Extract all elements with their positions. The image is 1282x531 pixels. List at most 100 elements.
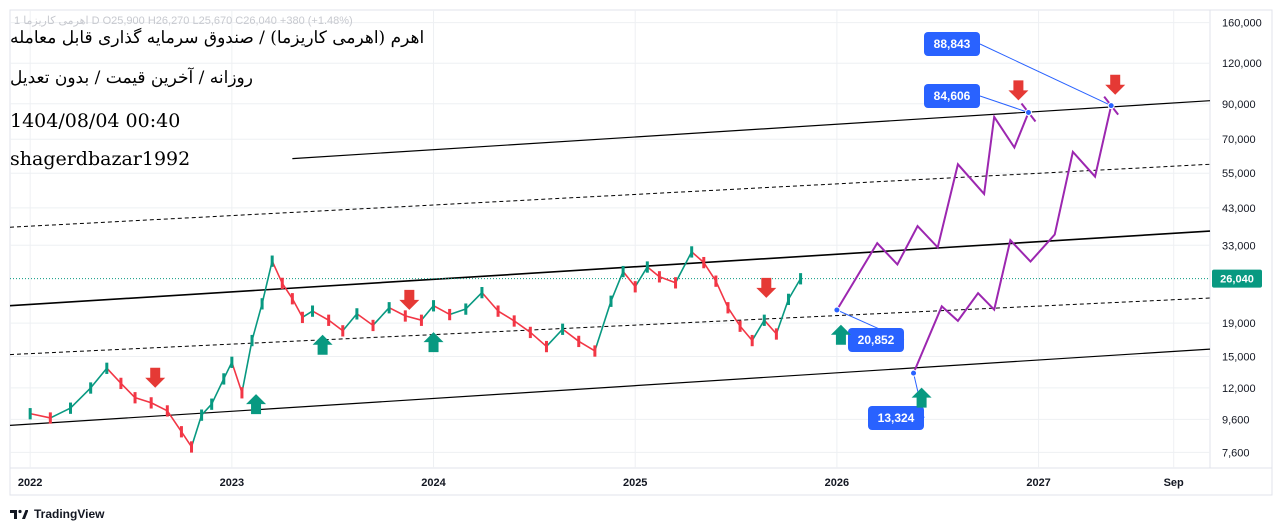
price-segment <box>449 308 467 316</box>
y-tick-label: 90,000 <box>1222 99 1256 111</box>
price-segment <box>210 378 225 405</box>
price-candle <box>464 303 468 315</box>
price-candle <box>657 271 661 283</box>
y-tick-label: 43,000 <box>1222 203 1256 215</box>
price-candle <box>230 356 234 368</box>
price-segment <box>481 292 499 312</box>
price-candle <box>726 302 730 314</box>
projection-path-2 <box>912 105 1113 374</box>
channel-line-5 <box>292 100 1211 160</box>
price-segment <box>302 310 313 318</box>
author-label-text: shagerdbazar1992 <box>10 148 191 170</box>
x-tick-label: 2027 <box>1026 477 1050 489</box>
price-candle <box>593 345 597 357</box>
y-tick-label: 160,000 <box>1222 18 1262 30</box>
price-candle <box>403 310 407 322</box>
price-segment <box>691 251 705 264</box>
price-segment <box>150 402 168 412</box>
price-candle <box>190 441 194 453</box>
price-candle <box>738 320 742 332</box>
price-segment <box>388 306 406 317</box>
price-segment <box>703 262 717 282</box>
price-segment <box>775 298 790 335</box>
annotation-point <box>1107 102 1115 110</box>
price-segment <box>578 340 596 352</box>
price-candle <box>621 265 625 278</box>
chart-subtitle-text: روزانه / آخرین قیمت / بدون تعدیل <box>10 68 253 88</box>
annotation-box <box>848 328 904 352</box>
up-arrow-icon <box>246 394 267 415</box>
price-candle <box>240 387 244 399</box>
price-segment <box>90 367 108 389</box>
up-arrow-icon <box>423 332 444 353</box>
price-candle <box>280 277 284 290</box>
annotation-text: 84,606 <box>934 89 971 103</box>
x-tick-label: 2024 <box>421 477 446 489</box>
price-segment <box>69 387 92 409</box>
price-segment <box>610 271 624 302</box>
price-segment <box>420 305 435 321</box>
down-arrow-icon <box>399 289 420 310</box>
price-segment <box>622 270 636 288</box>
annotation-label: 88,843 <box>924 32 980 56</box>
price-candle <box>165 405 169 417</box>
price-candle <box>260 298 264 310</box>
price-segment <box>356 313 374 326</box>
price-segment <box>180 431 193 448</box>
price-candle <box>133 392 137 404</box>
channel-line-2 <box>9 297 1211 356</box>
price-candle <box>341 325 345 337</box>
annotation-point <box>833 306 841 314</box>
price-candle <box>512 315 516 327</box>
price-segment <box>634 266 648 288</box>
ticker-title: اهرم (اهرمی کاریزما) / صندوق سرمایه گذار… <box>10 28 424 48</box>
price-candle <box>250 334 254 347</box>
price-segment <box>291 298 304 318</box>
price-candle <box>432 300 436 312</box>
annotation-point <box>910 369 918 377</box>
up-arrow-icon <box>312 334 333 355</box>
price-segment <box>751 319 765 341</box>
price-segment <box>190 414 203 448</box>
price-segment <box>312 310 330 321</box>
tradingview-brand[interactable]: TradingView <box>10 507 104 521</box>
tradingview-brand-text: TradingView <box>34 507 105 521</box>
price-candle <box>645 261 649 273</box>
x-tick-label: 2026 <box>825 477 849 489</box>
price-segment <box>465 291 483 310</box>
price-candle <box>786 293 790 306</box>
date-stamp-text: 1404/08/04 00:40 <box>10 110 181 132</box>
price-candle <box>762 314 766 326</box>
price-candle <box>28 408 32 420</box>
y-tick-label: 120,000 <box>1222 58 1262 70</box>
time-axis-pane <box>9 467 1273 496</box>
projection-path-1 <box>836 112 1030 311</box>
annotation-text: 20,852 <box>858 333 895 347</box>
price-candle <box>327 314 331 326</box>
price-candle <box>419 314 423 326</box>
price-candle <box>210 398 214 410</box>
price-segment <box>166 410 183 433</box>
price-segment <box>231 361 243 393</box>
price-candle <box>774 328 778 340</box>
annotation-label: 13,324 <box>868 406 924 430</box>
x-tick-label: 2022 <box>18 477 42 489</box>
price-segment <box>241 340 253 393</box>
price-candle <box>799 273 803 285</box>
price-candle <box>528 326 532 339</box>
y-tick-label: 19,000 <box>1222 318 1256 330</box>
down-arrow-icon <box>1105 74 1126 95</box>
annotation-connector <box>979 43 1112 107</box>
price-series <box>28 246 803 453</box>
down-arrow-icon <box>756 277 777 298</box>
price-segment <box>497 310 515 322</box>
price-segment <box>739 325 753 341</box>
price-segment <box>727 307 741 327</box>
chart-subtitle: روزانه / آخرین قیمت / بدون تعدیل <box>10 68 253 88</box>
price-segment <box>545 328 564 348</box>
price-candle <box>69 402 73 414</box>
price-segment <box>787 278 802 300</box>
price-candle <box>750 334 754 347</box>
